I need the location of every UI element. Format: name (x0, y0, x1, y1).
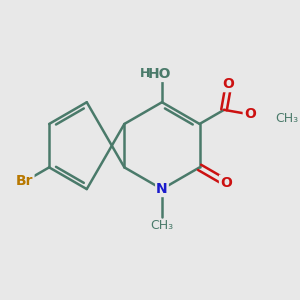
Text: Br: Br (16, 175, 34, 188)
Text: H: H (140, 67, 151, 80)
Text: CH₃: CH₃ (150, 220, 173, 232)
Text: N: N (156, 182, 168, 196)
Text: O: O (220, 176, 232, 190)
Text: O: O (223, 77, 235, 91)
Text: CH₃: CH₃ (275, 112, 298, 125)
Text: O: O (244, 107, 256, 122)
Text: HO: HO (148, 67, 172, 81)
